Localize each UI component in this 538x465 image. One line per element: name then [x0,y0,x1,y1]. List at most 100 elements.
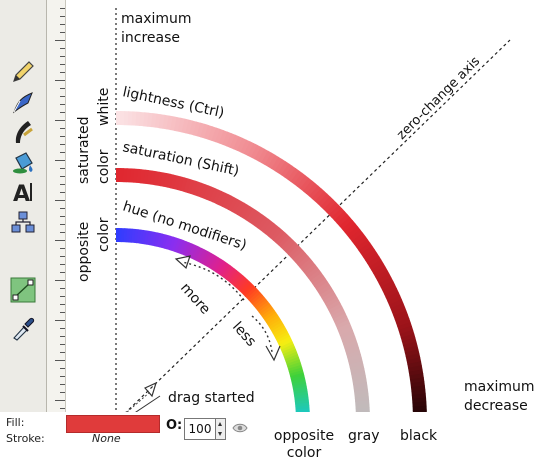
satArc-segment [353,382,368,389]
lightArc-segment [323,199,337,213]
pen-icon[interactable] [9,88,37,116]
satArc-segment [186,179,196,194]
lightArc-segment [397,322,412,331]
ruler-tick [55,160,65,161]
satArc-segment [218,192,229,207]
satArc-segment [342,336,357,346]
ruler-tick [60,224,65,225]
opacity-label: O: [166,418,183,433]
hueArc-segment [231,273,244,287]
stroke-value[interactable]: None [92,432,121,445]
lightArc-segment [284,165,296,180]
max-decrease-label-2: decrease [464,398,528,412]
lightArc-segment [344,223,359,236]
hueArc-segment [290,375,306,382]
hueArc-segment [266,314,280,326]
satArc-segment [146,170,153,185]
hueArc-segment [285,356,300,365]
hueArc-segment [284,354,299,362]
fill-label: Fill: [6,416,25,429]
lightArc-segment [388,299,404,309]
hueArc-segment [280,343,295,353]
hueArc-segment [243,284,256,297]
satArc-segment [351,375,367,382]
hueArc-segment [252,294,265,307]
more-arrow [181,261,245,301]
satArc-segment [273,230,286,244]
hueArc-segment [289,370,304,377]
hueArc-segment [215,260,226,274]
satArc-segment [323,293,338,305]
hueArc-segment [288,367,304,375]
hueArc-segment [281,346,296,355]
bucket-icon[interactable] [9,148,37,176]
lightArc-segment [398,325,414,335]
lightArc-segment [177,117,186,133]
ruler-tick [60,352,65,353]
opacity-spinner[interactable] [215,418,226,440]
hueArc-segment [151,231,158,247]
satArc-segment [351,371,366,379]
satArc-segment [239,204,251,219]
lightArc-segment [243,141,255,156]
lightArc-segment [403,345,419,354]
satArc-segment [340,333,356,342]
opposite-color-bottom-label: opposite color [271,428,337,462]
calligraphy-icon[interactable] [9,118,37,146]
lightArc-segment [254,146,265,162]
hueArc-segment [156,233,164,248]
lightArc-segment [147,112,154,128]
hueArc-segment [237,279,250,292]
satArc-segment [290,247,304,261]
satArc-segment [332,313,348,323]
lightArc-segment [341,220,356,233]
satArc-segment [236,202,248,217]
hueArc-segment [164,235,172,250]
lightArc-segment [271,156,283,172]
satArc-segment [262,220,275,235]
hueArc-segment [219,263,231,277]
connector-icon[interactable] [9,208,37,236]
pencil-icon[interactable] [9,58,37,86]
hueArc-segment [227,270,240,283]
ruler-tick [60,144,65,145]
fill-swatch[interactable] [66,415,160,433]
svg-text:A: A [13,182,30,205]
satArc-segment [203,185,213,200]
max-increase-label-2: increase [121,30,180,46]
satArc-segment [278,234,291,248]
max-increase-label-1: maximum [121,11,192,27]
lightArc-segment [351,232,366,245]
satArc-segment [334,316,349,326]
satArc-segment [331,309,346,320]
hueArc-segment [272,326,287,337]
eye-icon[interactable] [232,422,248,434]
ruler-tick [60,32,65,33]
hueArc-segment [291,378,306,385]
hueArc-segment [246,288,260,301]
hueArc-segment [186,243,195,258]
hueArc-segment [256,301,270,313]
satArc-segment [329,306,345,317]
dropper-icon[interactable] [9,314,37,342]
lightArc-segment [277,161,290,176]
ruler-tick [60,288,65,289]
hue-arc [115,227,310,412]
text-icon[interactable]: A [9,178,37,206]
lightArc-segment [207,126,217,141]
satArc-segment [193,181,202,197]
lightArc-segment [264,152,276,168]
lightArc-segment [390,302,406,313]
lightArc-segment [170,116,178,131]
satArc-segment [267,225,280,239]
lightArc-segment [162,114,170,130]
node-icon[interactable] [9,276,37,304]
satArc-segment [242,206,254,221]
hueArc-segment [282,349,297,358]
satArc-segment [343,340,358,349]
satArc-segment [317,284,332,296]
satArc-segment [245,208,257,223]
ruler-tick [60,344,65,345]
opacity-input[interactable]: 100 [184,418,216,440]
lightArc-segment [328,204,343,218]
